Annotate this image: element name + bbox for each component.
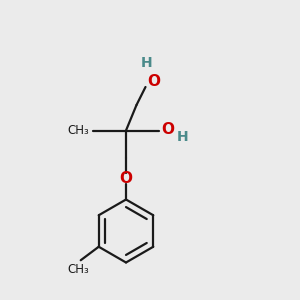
- Text: CH₃: CH₃: [68, 124, 89, 137]
- Text: H: H: [176, 130, 188, 144]
- Text: CH₃: CH₃: [68, 263, 89, 276]
- Text: O: O: [161, 122, 174, 137]
- Text: O: O: [119, 171, 133, 186]
- Text: H: H: [140, 56, 152, 70]
- Text: O: O: [147, 74, 160, 89]
